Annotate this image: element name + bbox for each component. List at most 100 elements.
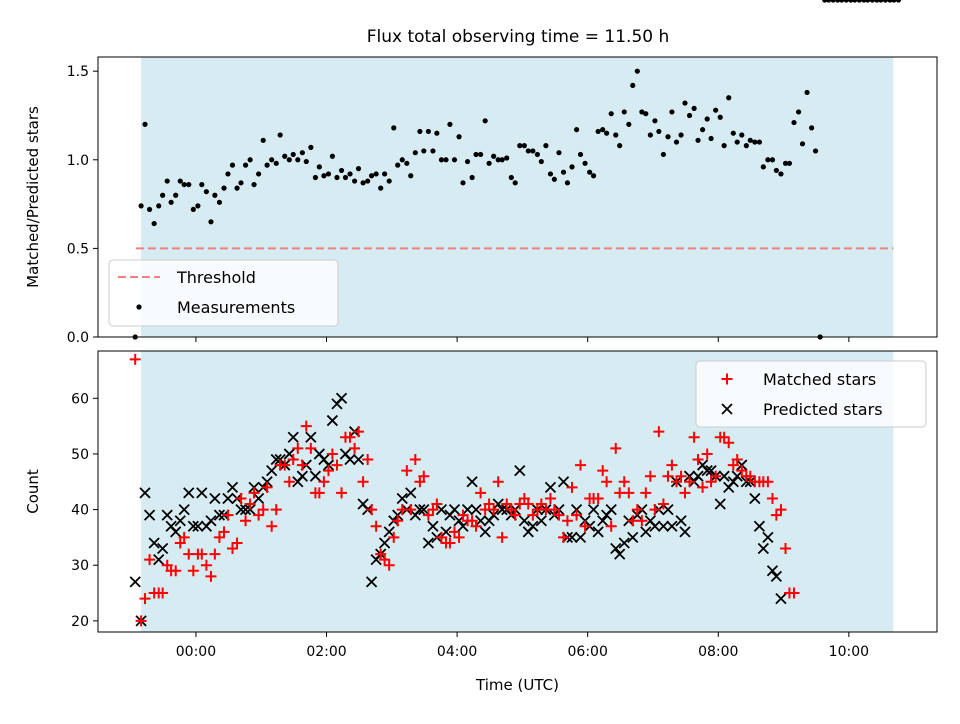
measurement-point xyxy=(199,181,205,188)
matched-star-point xyxy=(261,481,273,493)
measurement-point xyxy=(747,137,753,143)
measurement-point xyxy=(365,178,371,184)
measurement-point xyxy=(564,180,571,186)
matched-star-point xyxy=(636,515,648,527)
measurement-point xyxy=(417,128,423,135)
xtick-label: 02:00 xyxy=(306,644,346,660)
predicted-star-point xyxy=(474,515,487,527)
xlabel: Time (UTC) xyxy=(475,676,559,694)
matched-star-point xyxy=(736,465,748,477)
measurement-point xyxy=(404,160,410,166)
xtick-label: 00:00 xyxy=(176,644,216,660)
measurement-point xyxy=(686,112,693,119)
measurement-point xyxy=(534,151,541,158)
matched-star-point xyxy=(144,554,156,566)
measurement-point xyxy=(678,132,684,138)
measurement-point xyxy=(560,169,567,175)
matched-star-point xyxy=(292,442,304,454)
matched-star-point xyxy=(527,509,539,521)
matched-star-point xyxy=(544,492,556,504)
legend-predicted-label: Predicted stars xyxy=(763,400,883,419)
measurement-point xyxy=(295,157,301,163)
measurement-point xyxy=(530,148,536,154)
measurement-point xyxy=(378,185,384,191)
matched-star-point xyxy=(349,442,361,454)
predicted-star-point xyxy=(518,515,530,527)
measurement-point xyxy=(835,0,841,3)
predicted-star-point xyxy=(749,492,761,505)
matched-star-point xyxy=(505,504,517,516)
matched-star-point xyxy=(566,481,578,493)
measurement-point xyxy=(795,109,802,115)
matched-star-point xyxy=(492,476,504,488)
predicted-star-point xyxy=(762,531,774,544)
measurement-point xyxy=(878,0,884,3)
matched-star-point xyxy=(649,504,661,516)
predicted-star-point xyxy=(222,492,234,505)
matched-star-point xyxy=(579,520,591,532)
measurement-point xyxy=(177,178,183,184)
matched-star-point xyxy=(657,498,669,510)
measurement-point xyxy=(760,164,766,170)
xtick-label: 06:00 xyxy=(568,644,608,660)
matched-star-point xyxy=(422,509,434,521)
measurement-point xyxy=(626,121,632,127)
matched-star-point xyxy=(427,504,439,516)
measurement-point xyxy=(181,181,187,188)
measurement-point xyxy=(399,157,405,163)
measurement-point xyxy=(721,143,727,149)
measurement-point xyxy=(499,157,505,163)
matched-star-point xyxy=(253,509,265,521)
predicted-star-point xyxy=(766,565,779,577)
measurement-point xyxy=(708,135,714,142)
predicted-star-point xyxy=(753,520,766,532)
matched-star-point xyxy=(780,543,792,555)
matched-star-point xyxy=(235,492,247,504)
matched-star-point xyxy=(675,470,687,482)
measurement-point xyxy=(525,148,531,154)
legend-matched-swatch xyxy=(721,373,733,385)
measurement-point xyxy=(782,160,789,166)
matched-star-point xyxy=(610,442,622,454)
measurement-point xyxy=(473,151,479,158)
predicted-star-point xyxy=(649,520,661,532)
measurement-point xyxy=(822,0,828,3)
predicted-star-point xyxy=(213,509,226,521)
measurement-point xyxy=(277,132,283,138)
measurement-point xyxy=(264,162,270,168)
measurement-point xyxy=(286,157,292,163)
matched-star-point xyxy=(300,420,312,432)
predicted-star-point xyxy=(226,481,239,493)
measurement-point xyxy=(590,173,597,179)
matched-star-point xyxy=(370,520,382,532)
predicted-star-point xyxy=(666,520,678,532)
measurement-point xyxy=(852,0,858,3)
predicted-star-point xyxy=(378,537,391,549)
measurement-point xyxy=(887,0,893,3)
matched-star-point xyxy=(509,509,521,521)
measurement-point xyxy=(656,128,662,135)
measurement-point xyxy=(355,166,362,172)
measurement-point xyxy=(251,181,257,188)
measurement-point xyxy=(739,132,745,138)
matched-star-point xyxy=(157,587,169,599)
predicted-star-point xyxy=(527,520,539,532)
predicted-star-point xyxy=(435,503,448,516)
measurement-point xyxy=(882,0,889,3)
measurement-point xyxy=(891,0,897,3)
top-ytick-label: 0.0 xyxy=(67,330,89,346)
measurement-point xyxy=(691,105,697,111)
matched-star-point xyxy=(666,459,678,471)
predicted-star-point xyxy=(396,492,408,505)
predicted-star-point xyxy=(239,503,252,516)
measurement-point xyxy=(351,178,358,184)
matched-star-point xyxy=(418,470,430,482)
measurement-point xyxy=(556,150,562,156)
measurement-point xyxy=(347,171,353,177)
bottom-ytick-label: 40 xyxy=(71,503,89,519)
legend-matched-label: Matched stars xyxy=(763,370,876,389)
matched-star-point xyxy=(279,459,291,471)
measurement-point xyxy=(190,206,196,213)
measurement-point xyxy=(460,180,466,186)
